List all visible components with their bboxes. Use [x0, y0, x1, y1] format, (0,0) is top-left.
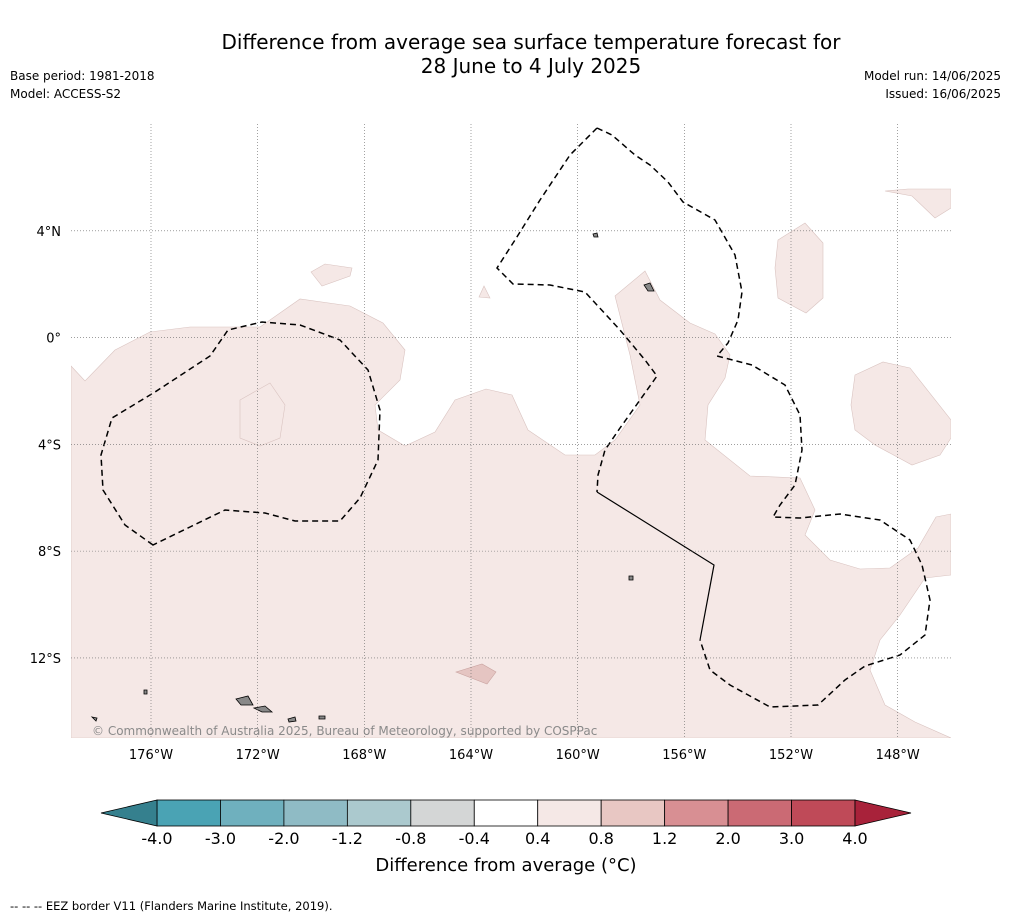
- anomaly-region-main: [71, 270, 951, 738]
- colorbar-box: [664, 799, 729, 827]
- lon-tick-label: 172°W: [236, 748, 280, 763]
- colorbar-box: [283, 799, 348, 827]
- eez-solid-borders: [596, 491, 715, 641]
- lon-tick-label: 176°W: [129, 748, 173, 763]
- eez-border-phoenix: [496, 127, 658, 493]
- colorbar-tick-label: -2.0: [268, 829, 299, 848]
- colorbar-tick-label: 4.0: [842, 829, 867, 848]
- lon-tick-label: 168°W: [342, 748, 386, 763]
- island-e: [628, 575, 634, 581]
- colorbar-box: [791, 799, 856, 827]
- colorbar-tick-label: -4.0: [141, 829, 172, 848]
- latitude-labels: 4°N 0° 4°S 8°S 12°S: [30, 225, 61, 667]
- anomaly-patch-5: [884, 188, 951, 219]
- colorbar-box: [220, 799, 285, 827]
- eez-footnote: -- -- -- EEZ border V11 (Flanders Marine…: [10, 899, 333, 913]
- colorbar-box: [727, 799, 792, 827]
- colorbar-box: [410, 799, 475, 827]
- lat-tick-label: 8°S: [38, 545, 61, 560]
- colorbar-over-arrow: [854, 799, 912, 827]
- issued-label: Issued: 16/06/2025: [885, 87, 1001, 101]
- colorbar-box: [346, 799, 412, 827]
- longitude-labels: 176°W 172°W 168°W 164°W 160°W 156°W 152°W 148°W: [129, 748, 920, 763]
- islands: [90, 232, 655, 723]
- lat-tick-label: 0°: [46, 332, 61, 347]
- meta-left: Base period: 1981-2018 Model: ACCESS-S2: [10, 67, 155, 103]
- colorbar-tick-label: -3.0: [205, 829, 236, 848]
- lon-tick-label: 148°W: [876, 748, 920, 763]
- colorbar-tick-label: -0.4: [459, 829, 490, 848]
- meta-right: Model run: 14/06/2025 Issued: 16/06/2025: [864, 67, 1001, 103]
- colorbar-tick-label: -0.8: [395, 829, 426, 848]
- island-f: [90, 716, 98, 722]
- island-a: [643, 282, 655, 292]
- colorbar-box: [156, 799, 221, 827]
- colorbar-boxes: [156, 799, 856, 827]
- eez-solid-segment: [596, 491, 715, 641]
- anomaly-patch-2: [478, 285, 491, 299]
- lon-tick-label: 164°W: [449, 748, 493, 763]
- island-b: [592, 232, 599, 238]
- colorbar-under-arrow: [100, 799, 158, 827]
- colorbar-label: Difference from average (°C): [375, 855, 637, 876]
- title-line-2: 28 June to 4 July 2025: [420, 54, 642, 78]
- lat-tick-label: 4°S: [38, 438, 61, 453]
- map-panel: [71, 124, 951, 738]
- colorbar-tick-label: -1.2: [332, 829, 363, 848]
- colorbar-box: [600, 799, 666, 827]
- lat-tick-label: 12°S: [30, 652, 61, 667]
- colorbar-box: [473, 799, 539, 827]
- colorbar-tick-label: 0.4: [525, 829, 550, 848]
- colorbar: -4.0 -3.0 -2.0 -1.2 -0.8 -0.4 0.4 0.8 1.2 2.0 3.0 4…: [100, 799, 912, 848]
- colorbar-box: [537, 799, 602, 827]
- colorbar-tick-label: 1.2: [652, 829, 677, 848]
- anomaly-patch-3: [774, 222, 824, 314]
- colorbar-tick-label: 0.8: [588, 829, 613, 848]
- eez-border-kiribati-line: [596, 127, 931, 708]
- anomaly-patch-warm: [455, 663, 497, 685]
- island-g: [318, 715, 326, 720]
- colorbar-tick-label: 2.0: [715, 829, 740, 848]
- lon-tick-label: 160°W: [556, 748, 600, 763]
- base-period-label: Base period: 1981-2018: [10, 69, 155, 83]
- lon-tick-label: 156°W: [662, 748, 706, 763]
- model-label: Model: ACCESS-S2: [10, 87, 122, 101]
- copyright-credit: © Commonwealth of Australia 2025, Bureau…: [92, 724, 598, 738]
- eez-borders: [100, 127, 931, 708]
- model-run-label: Model run: 14/06/2025: [863, 69, 1001, 83]
- title-line-1: Difference from average sea surface temp…: [221, 30, 841, 54]
- map-title: Difference from average sea surface temp…: [0, 30, 1011, 78]
- anomaly-patch-4: [850, 361, 951, 466]
- lon-tick-label: 152°W: [769, 748, 813, 763]
- lat-tick-label: 4°N: [37, 225, 62, 240]
- island-samoa-1: [235, 695, 254, 706]
- eez-border-kiribati-gilbert: [100, 321, 381, 546]
- island-samoa-2: [252, 705, 274, 713]
- island-c: [143, 689, 148, 695]
- colorbar-tick-labels: -4.0 -3.0 -2.0 -1.2 -0.8 -0.4 0.4 0.8 1.2 2.0 3.0 4…: [141, 829, 867, 848]
- gridlines: [71, 124, 951, 738]
- island-d: [287, 716, 297, 723]
- anomaly-patch-1: [310, 263, 353, 287]
- colorbar-tick-label: 3.0: [779, 829, 804, 848]
